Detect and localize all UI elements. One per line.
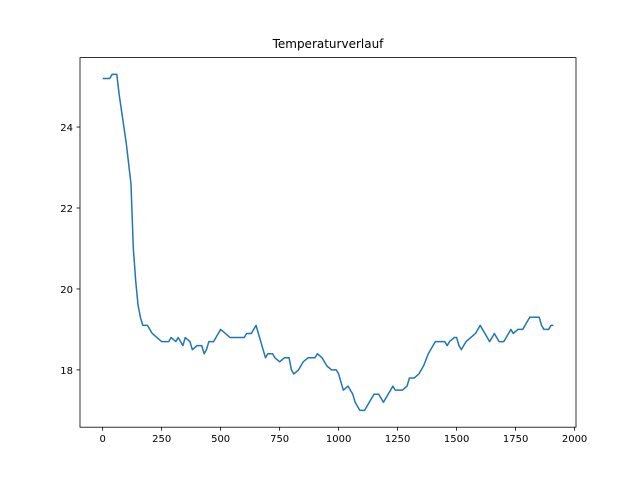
- x-tick-label: 250: [152, 434, 171, 445]
- x-tick-label: 1250: [385, 434, 410, 445]
- y-tick-label: 24: [60, 123, 73, 134]
- data-line: [102, 73, 554, 412]
- x-tick-label: 0: [99, 434, 105, 445]
- x-tick-label: 1750: [503, 434, 528, 445]
- y-tick-label: 22: [60, 204, 73, 215]
- y-tick-label: 18: [60, 366, 73, 377]
- y-tick-label: 20: [60, 285, 73, 296]
- axes-frame: [79, 57, 577, 428]
- x-tick-label: 1000: [326, 434, 351, 445]
- chart-title: Temperaturverlauf: [272, 37, 385, 51]
- x-tick-label: 500: [211, 434, 230, 445]
- x-tick-label: 2000: [562, 434, 587, 445]
- x-tick-label: 750: [270, 434, 289, 445]
- x-tick-label: 1500: [444, 434, 469, 445]
